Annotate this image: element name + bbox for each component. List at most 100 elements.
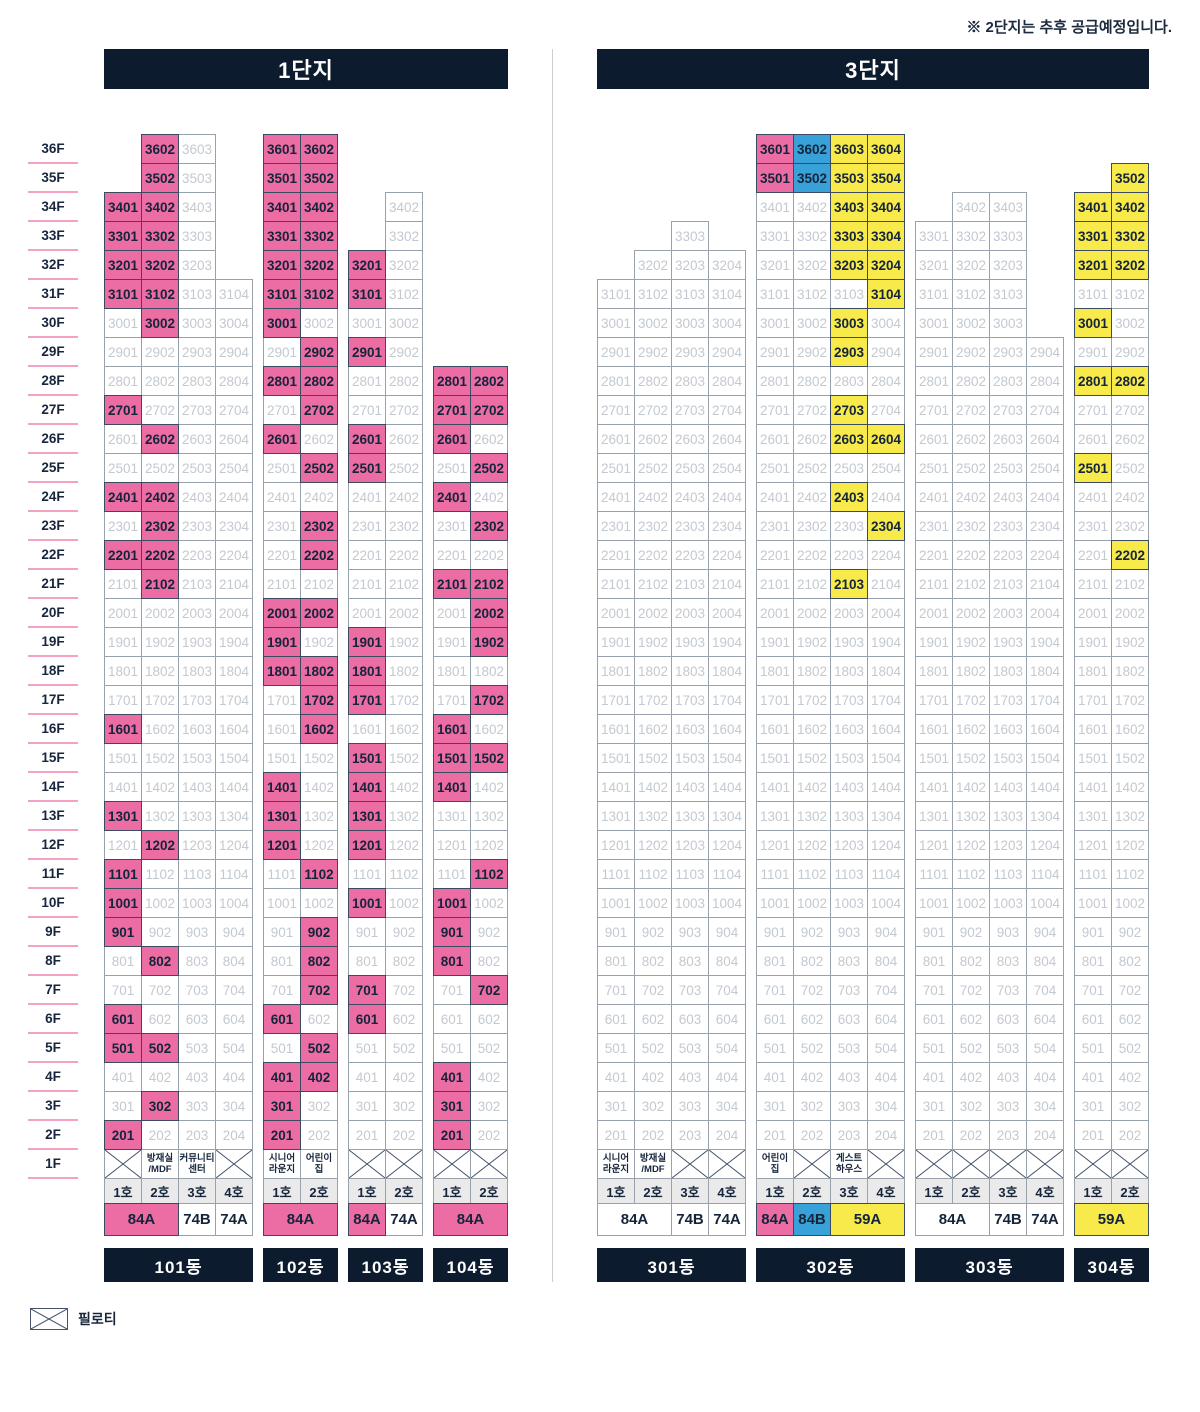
unit-cell-201[interactable]: 201 — [433, 1120, 471, 1150]
unit-cell-701[interactable]: 701 — [348, 975, 386, 1005]
unit-cell-1102[interactable]: 1102 — [300, 859, 338, 889]
unit-cell-2802[interactable]: 2802 — [1111, 366, 1149, 396]
unit-cell-3304[interactable]: 3304 — [867, 221, 905, 251]
unit-cell-2302[interactable]: 2302 — [141, 511, 179, 541]
unit-cell-2101[interactable]: 2101 — [433, 569, 471, 599]
unit-cell-2802[interactable]: 2802 — [470, 366, 508, 396]
unit-cell-3202[interactable]: 3202 — [1111, 250, 1149, 280]
unit-cell-1502[interactable]: 1502 — [470, 743, 508, 773]
unit-cell-2902[interactable]: 2902 — [300, 337, 338, 367]
unit-cell-2202[interactable]: 2202 — [300, 540, 338, 570]
unit-cell-2304[interactable]: 2304 — [867, 511, 905, 541]
unit-cell-3402[interactable]: 3402 — [1111, 192, 1149, 222]
unit-cell-801[interactable]: 801 — [433, 946, 471, 976]
unit-cell-2901[interactable]: 2901 — [348, 337, 386, 367]
unit-cell-2801[interactable]: 2801 — [433, 366, 471, 396]
unit-cell-2701[interactable]: 2701 — [433, 395, 471, 425]
unit-cell-1301[interactable]: 1301 — [263, 801, 301, 831]
unit-cell-502[interactable]: 502 — [300, 1033, 338, 1063]
unit-cell-3401[interactable]: 3401 — [1074, 192, 1112, 222]
unit-cell-702[interactable]: 702 — [470, 975, 508, 1005]
unit-cell-3601[interactable]: 3601 — [756, 134, 794, 164]
unit-cell-1301[interactable]: 1301 — [104, 801, 142, 831]
unit-cell-3201[interactable]: 3201 — [1074, 250, 1112, 280]
unit-cell-201[interactable]: 201 — [263, 1120, 301, 1150]
unit-cell-1702[interactable]: 1702 — [470, 685, 508, 715]
unit-cell-402[interactable]: 402 — [300, 1062, 338, 1092]
unit-cell-2202[interactable]: 2202 — [141, 540, 179, 570]
unit-cell-3602[interactable]: 3602 — [300, 134, 338, 164]
unit-cell-3302[interactable]: 3302 — [1111, 221, 1149, 251]
unit-cell-301[interactable]: 301 — [433, 1091, 471, 1121]
unit-cell-3201[interactable]: 3201 — [348, 250, 386, 280]
unit-cell-2402[interactable]: 2402 — [141, 482, 179, 512]
unit-cell-2602[interactable]: 2602 — [141, 424, 179, 454]
unit-cell-1901[interactable]: 1901 — [263, 627, 301, 657]
unit-cell-3301[interactable]: 3301 — [104, 221, 142, 251]
unit-cell-601[interactable]: 601 — [348, 1004, 386, 1034]
unit-cell-1001[interactable]: 1001 — [104, 888, 142, 918]
unit-cell-401[interactable]: 401 — [263, 1062, 301, 1092]
unit-cell-3101[interactable]: 3101 — [348, 279, 386, 309]
unit-cell-2801[interactable]: 2801 — [1074, 366, 1112, 396]
unit-cell-301[interactable]: 301 — [263, 1091, 301, 1121]
unit-cell-2401[interactable]: 2401 — [433, 482, 471, 512]
unit-cell-1001[interactable]: 1001 — [433, 888, 471, 918]
unit-cell-802[interactable]: 802 — [141, 946, 179, 976]
unit-cell-3401[interactable]: 3401 — [263, 192, 301, 222]
unit-cell-1202[interactable]: 1202 — [141, 830, 179, 860]
unit-cell-1001[interactable]: 1001 — [348, 888, 386, 918]
unit-cell-901[interactable]: 901 — [433, 917, 471, 947]
unit-cell-2903[interactable]: 2903 — [830, 337, 868, 367]
unit-cell-702[interactable]: 702 — [300, 975, 338, 1005]
unit-cell-3001[interactable]: 3001 — [263, 308, 301, 338]
unit-cell-2601[interactable]: 2601 — [433, 424, 471, 454]
unit-cell-1902[interactable]: 1902 — [470, 627, 508, 657]
unit-cell-1101[interactable]: 1101 — [104, 859, 142, 889]
unit-cell-1702[interactable]: 1702 — [300, 685, 338, 715]
unit-cell-901[interactable]: 901 — [104, 917, 142, 947]
unit-cell-1802[interactable]: 1802 — [300, 656, 338, 686]
unit-cell-601[interactable]: 601 — [263, 1004, 301, 1034]
unit-cell-2801[interactable]: 2801 — [263, 366, 301, 396]
unit-cell-1601[interactable]: 1601 — [104, 714, 142, 744]
unit-cell-3502[interactable]: 3502 — [141, 163, 179, 193]
unit-cell-2501[interactable]: 2501 — [1074, 453, 1112, 483]
unit-cell-2502[interactable]: 2502 — [470, 453, 508, 483]
unit-cell-2604[interactable]: 2604 — [867, 424, 905, 454]
unit-cell-2702[interactable]: 2702 — [470, 395, 508, 425]
unit-cell-1401[interactable]: 1401 — [348, 772, 386, 802]
unit-cell-2802[interactable]: 2802 — [300, 366, 338, 396]
unit-cell-3603[interactable]: 3603 — [830, 134, 868, 164]
unit-cell-401[interactable]: 401 — [433, 1062, 471, 1092]
unit-cell-3604[interactable]: 3604 — [867, 134, 905, 164]
unit-cell-3504[interactable]: 3504 — [867, 163, 905, 193]
unit-cell-2103[interactable]: 2103 — [830, 569, 868, 599]
unit-cell-3502[interactable]: 3502 — [300, 163, 338, 193]
unit-cell-2702[interactable]: 2702 — [300, 395, 338, 425]
unit-cell-3503[interactable]: 3503 — [830, 163, 868, 193]
unit-cell-1901[interactable]: 1901 — [348, 627, 386, 657]
unit-cell-3202[interactable]: 3202 — [141, 250, 179, 280]
unit-cell-902[interactable]: 902 — [300, 917, 338, 947]
unit-cell-3602[interactable]: 3602 — [793, 134, 831, 164]
unit-cell-1801[interactable]: 1801 — [263, 656, 301, 686]
unit-cell-3301[interactable]: 3301 — [263, 221, 301, 251]
unit-cell-3201[interactable]: 3201 — [263, 250, 301, 280]
unit-cell-3502[interactable]: 3502 — [793, 163, 831, 193]
unit-cell-1501[interactable]: 1501 — [433, 743, 471, 773]
unit-cell-1701[interactable]: 1701 — [348, 685, 386, 715]
unit-cell-2002[interactable]: 2002 — [470, 598, 508, 628]
unit-cell-3403[interactable]: 3403 — [830, 192, 868, 222]
unit-cell-2001[interactable]: 2001 — [263, 598, 301, 628]
unit-cell-601[interactable]: 601 — [104, 1004, 142, 1034]
unit-cell-2601[interactable]: 2601 — [348, 424, 386, 454]
unit-cell-2302[interactable]: 2302 — [300, 511, 338, 541]
unit-cell-3102[interactable]: 3102 — [141, 279, 179, 309]
unit-cell-2501[interactable]: 2501 — [348, 453, 386, 483]
unit-cell-1801[interactable]: 1801 — [348, 656, 386, 686]
unit-cell-3402[interactable]: 3402 — [300, 192, 338, 222]
unit-cell-1501[interactable]: 1501 — [348, 743, 386, 773]
unit-cell-2302[interactable]: 2302 — [470, 511, 508, 541]
unit-cell-2403[interactable]: 2403 — [830, 482, 868, 512]
